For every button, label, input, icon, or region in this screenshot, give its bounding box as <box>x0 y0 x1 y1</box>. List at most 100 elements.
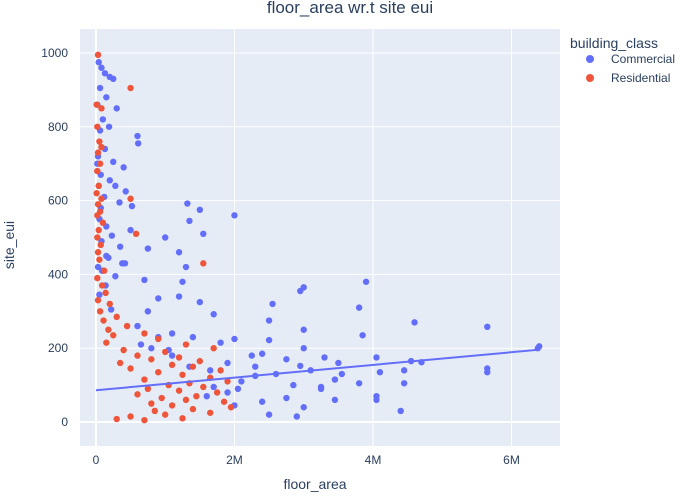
commercial-point <box>110 75 117 83</box>
commercial-point <box>95 59 102 66</box>
y-tick-labels: 0 200 400 600 800 1000 <box>41 46 68 429</box>
residential-point <box>94 149 102 156</box>
residential-point <box>141 376 148 383</box>
residential-point <box>224 378 231 385</box>
residential-point <box>123 322 131 330</box>
commercial-point <box>103 94 110 101</box>
residential-point <box>132 230 140 238</box>
residential-point <box>100 317 107 324</box>
commercial-point <box>331 396 339 404</box>
residential-point <box>189 363 197 370</box>
commercial-point <box>376 368 384 376</box>
residential-point <box>161 348 169 356</box>
commercial-point <box>127 226 134 234</box>
chart-title: floor_area wr.t site eui <box>267 0 433 17</box>
residential-point <box>182 341 190 348</box>
commercial-point <box>234 385 242 393</box>
y-tick-label: 600 <box>48 194 68 208</box>
commercial-point <box>186 217 193 225</box>
residential-point <box>101 267 108 274</box>
commercial-point <box>134 132 141 140</box>
commercial-point <box>231 335 238 343</box>
residential-point <box>193 392 200 400</box>
commercial-point <box>196 298 204 306</box>
legend[interactable]: building_class Commercial Residential <box>570 35 675 85</box>
residential-point <box>213 389 221 396</box>
residential-point <box>94 51 102 59</box>
commercial-point <box>411 319 418 326</box>
commercial-point <box>231 212 238 219</box>
residential-point <box>96 138 103 145</box>
commercial-point <box>112 273 119 280</box>
commercial-point <box>290 381 297 389</box>
commercial-point <box>210 383 217 391</box>
residential-point <box>116 359 124 367</box>
commercial-point <box>112 182 119 190</box>
residential-point <box>94 249 102 256</box>
commercial-point <box>120 164 127 171</box>
residential-point <box>120 346 127 354</box>
commercial-point <box>196 206 204 214</box>
residential-point <box>94 274 101 282</box>
residential-point <box>94 212 101 219</box>
residential-point <box>127 195 134 202</box>
commercial-point <box>96 291 103 298</box>
residential-point <box>144 385 152 393</box>
commercial-point <box>161 234 169 241</box>
commercial-point <box>321 354 328 361</box>
commercial-point <box>484 368 491 376</box>
residential-point <box>148 400 155 407</box>
commercial-point <box>155 295 162 302</box>
commercial-point <box>141 276 148 284</box>
residential-point <box>98 143 105 151</box>
commercial-point <box>484 323 491 331</box>
residential-point <box>227 404 235 411</box>
residential-point <box>105 326 112 333</box>
y-tick-label: 1000 <box>41 46 68 60</box>
residential-point <box>141 416 148 424</box>
commercial-point <box>317 385 325 393</box>
data-points <box>93 51 543 424</box>
residential-point <box>106 300 113 308</box>
commercial-point <box>184 200 191 207</box>
commercial-point <box>99 116 107 123</box>
residential-point <box>168 361 176 369</box>
commercial-point <box>179 278 186 285</box>
x-tick-label: 0 <box>93 453 100 467</box>
residential-point <box>97 241 104 249</box>
commercial-point <box>338 370 346 378</box>
legend-marker-commercial <box>586 55 594 63</box>
commercial-point <box>373 354 380 361</box>
commercial-point <box>297 287 304 295</box>
commercial-point <box>283 394 290 402</box>
commercial-point <box>175 249 183 256</box>
commercial-point <box>116 199 123 206</box>
commercial-point <box>252 363 259 370</box>
residential-point <box>158 394 165 402</box>
commercial-point <box>300 404 307 411</box>
residential-point <box>96 308 104 315</box>
commercial-point <box>116 243 124 250</box>
residential-point <box>200 383 207 391</box>
residential-point <box>127 365 134 372</box>
commercial-point <box>113 105 120 112</box>
commercial-point <box>269 300 276 308</box>
residential-point <box>217 367 224 374</box>
residential-point <box>141 330 148 337</box>
commercial-point <box>400 380 408 387</box>
y-axis-title: site_eui <box>1 221 17 269</box>
residential-point <box>179 371 186 378</box>
commercial-point <box>94 263 102 271</box>
commercial-point <box>355 304 363 311</box>
commercial-point <box>168 352 176 359</box>
residential-point <box>220 398 228 405</box>
residential-point <box>161 411 169 418</box>
commercial-point <box>265 336 273 344</box>
commercial-point <box>397 407 404 415</box>
commercial-point <box>210 311 217 318</box>
legend-item-residential[interactable]: Residential <box>586 71 670 85</box>
x-tick-label: 6M <box>503 453 520 467</box>
legend-item-commercial[interactable]: Commercial <box>586 52 675 66</box>
commercial-point <box>203 392 210 400</box>
